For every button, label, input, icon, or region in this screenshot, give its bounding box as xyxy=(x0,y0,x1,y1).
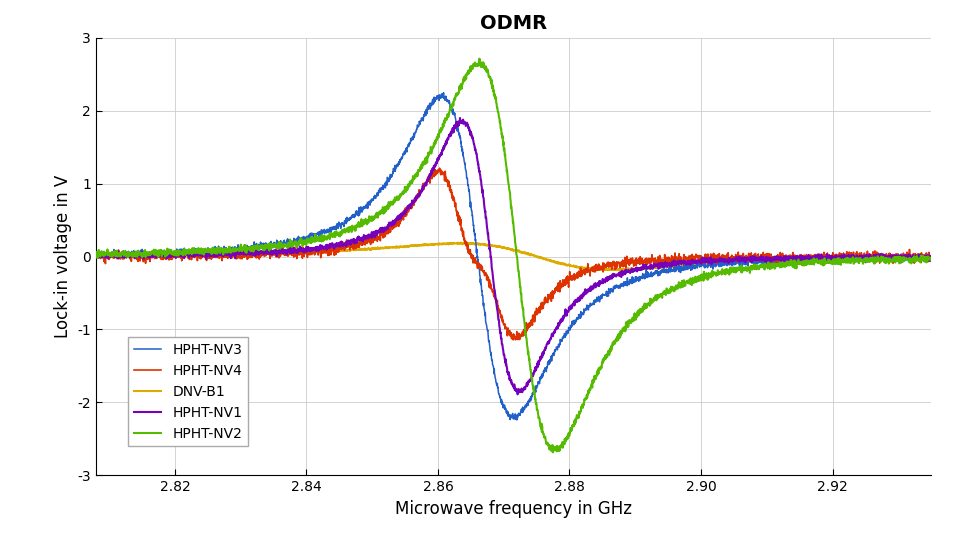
HPHT-NV2 xyxy=(235,241,247,248)
Y-axis label: Lock-in voltage in V: Lock-in voltage in V xyxy=(54,175,72,338)
HPHT-NV4 xyxy=(90,251,102,258)
HPHT-NV1 xyxy=(90,252,102,258)
Title: ODMR: ODMR xyxy=(480,15,547,33)
DNV-B1 xyxy=(925,255,937,261)
HPHT-NV3 xyxy=(185,250,197,256)
DNV-B1 xyxy=(820,256,831,263)
HPHT-NV2 xyxy=(90,252,102,259)
HPHT-NV1 xyxy=(909,252,921,259)
X-axis label: Microwave frequency in GHz: Microwave frequency in GHz xyxy=(396,500,632,518)
HPHT-NV4 xyxy=(185,253,197,260)
HPHT-NV4 xyxy=(235,255,247,261)
HPHT-NV4 xyxy=(909,251,921,257)
HPHT-NV3 xyxy=(235,244,247,251)
HPHT-NV2 xyxy=(185,249,197,255)
HPHT-NV2 xyxy=(446,103,458,109)
HPHT-NV3 xyxy=(511,417,522,423)
Line: HPHT-NV4: HPHT-NV4 xyxy=(96,168,931,340)
HPHT-NV3 xyxy=(90,251,102,258)
HPHT-NV1 xyxy=(235,249,247,256)
HPHT-NV3 xyxy=(447,105,459,112)
Line: HPHT-NV3: HPHT-NV3 xyxy=(96,93,931,420)
DNV-B1 xyxy=(459,239,470,246)
HPHT-NV4 xyxy=(820,254,831,261)
HPHT-NV2 xyxy=(909,254,921,260)
HPHT-NV1 xyxy=(925,253,937,260)
HPHT-NV2 xyxy=(411,173,422,179)
HPHT-NV1 xyxy=(512,391,523,397)
HPHT-NV3 xyxy=(925,253,937,259)
Line: HPHT-NV2: HPHT-NV2 xyxy=(96,59,931,453)
Legend: HPHT-NV3, HPHT-NV4, DNV-B1, HPHT-NV1, HPHT-NV2: HPHT-NV3, HPHT-NV4, DNV-B1, HPHT-NV1, HP… xyxy=(128,338,248,447)
HPHT-NV1 xyxy=(820,255,831,261)
HPHT-NV2 xyxy=(820,260,831,267)
HPHT-NV1 xyxy=(454,114,466,121)
HPHT-NV4 xyxy=(510,336,521,343)
HPHT-NV3 xyxy=(438,90,449,96)
Line: HPHT-NV1: HPHT-NV1 xyxy=(96,118,931,394)
HPHT-NV4 xyxy=(925,253,937,259)
HPHT-NV3 xyxy=(411,127,422,133)
HPHT-NV2 xyxy=(473,56,485,62)
DNV-B1 xyxy=(446,241,458,247)
HPHT-NV1 xyxy=(446,126,458,133)
HPHT-NV2 xyxy=(925,255,937,261)
DNV-B1 xyxy=(909,255,921,261)
HPHT-NV3 xyxy=(820,258,831,264)
DNV-B1 xyxy=(90,251,102,258)
Line: DNV-B1: DNV-B1 xyxy=(96,242,931,270)
HPHT-NV1 xyxy=(185,251,197,257)
HPHT-NV1 xyxy=(411,194,422,200)
HPHT-NV2 xyxy=(547,449,559,456)
HPHT-NV4 xyxy=(434,165,445,171)
DNV-B1 xyxy=(235,251,247,258)
HPHT-NV3 xyxy=(909,255,921,262)
HPHT-NV4 xyxy=(447,192,459,199)
DNV-B1 xyxy=(185,252,197,259)
DNV-B1 xyxy=(411,242,422,249)
HPHT-NV4 xyxy=(411,192,422,199)
DNV-B1 xyxy=(613,267,625,273)
